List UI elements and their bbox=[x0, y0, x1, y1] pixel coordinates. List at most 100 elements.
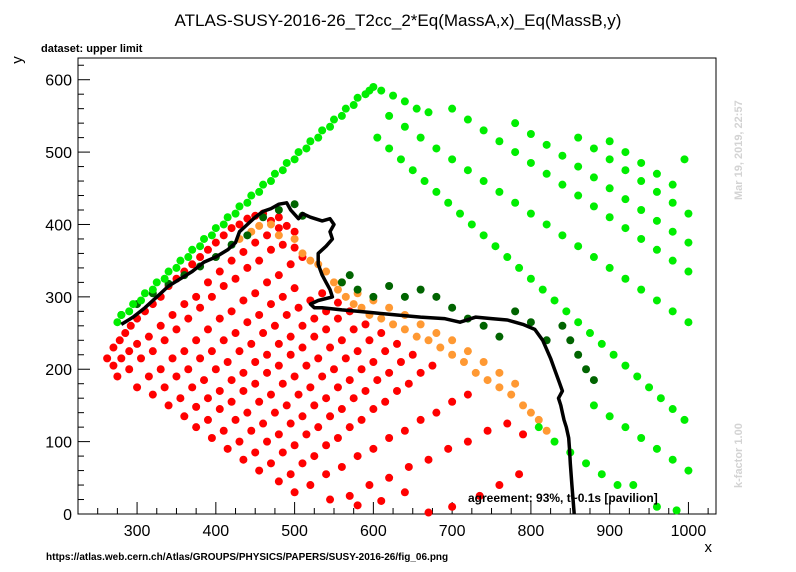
data-point-orange bbox=[448, 350, 457, 359]
data-point-red bbox=[318, 289, 327, 298]
data-point-red bbox=[126, 321, 135, 330]
data-point-green bbox=[448, 155, 457, 164]
data-point-green bbox=[266, 177, 275, 186]
data-point-red bbox=[286, 419, 295, 428]
data-point-green bbox=[652, 216, 661, 225]
data-point-red bbox=[463, 390, 472, 399]
data-point-red bbox=[148, 390, 157, 399]
data-point-orange bbox=[322, 267, 331, 276]
data-point-red bbox=[133, 383, 142, 392]
data-point-red bbox=[274, 339, 283, 348]
data-point-red bbox=[263, 278, 272, 287]
data-point-green bbox=[668, 307, 677, 316]
data-point-green bbox=[318, 126, 327, 135]
data-point-green bbox=[526, 209, 535, 218]
x-tick-label: 400 bbox=[202, 523, 229, 540]
data-point-green bbox=[609, 350, 618, 359]
data-point-red bbox=[416, 415, 425, 424]
data-point-green bbox=[129, 300, 138, 309]
data-point-green bbox=[137, 296, 146, 305]
data-point-red bbox=[298, 321, 307, 330]
data-point-green bbox=[255, 187, 264, 196]
data-point-green bbox=[605, 412, 614, 421]
data-point-orange bbox=[519, 401, 528, 410]
data-point-red bbox=[385, 368, 394, 377]
data-point-red bbox=[207, 347, 216, 356]
data-point-green bbox=[542, 220, 551, 229]
data-point-red bbox=[322, 394, 331, 403]
data-point-red bbox=[333, 434, 342, 442]
data-point-darkgreen bbox=[337, 278, 346, 287]
data-point-orange bbox=[436, 343, 445, 352]
data-point-green bbox=[412, 104, 421, 113]
data-point-red bbox=[278, 448, 287, 457]
data-point-green bbox=[558, 151, 567, 160]
data-point-red bbox=[239, 386, 248, 395]
data-point-red bbox=[113, 372, 122, 381]
data-point-red bbox=[192, 292, 201, 301]
data-point-red bbox=[251, 358, 260, 366]
data-point-green bbox=[113, 318, 122, 327]
data-point-green bbox=[377, 86, 386, 95]
data-point-red bbox=[333, 383, 342, 392]
data-point-red bbox=[266, 300, 275, 309]
data-point-green bbox=[511, 198, 520, 207]
data-point-red bbox=[266, 245, 275, 254]
data-point-green bbox=[290, 155, 299, 164]
data-point-red bbox=[239, 368, 248, 377]
data-point-green bbox=[605, 155, 614, 164]
data-point-green bbox=[125, 307, 134, 316]
data-point-red bbox=[227, 256, 236, 265]
data-point-red bbox=[318, 372, 327, 381]
data-point-green bbox=[329, 115, 338, 124]
data-point-red bbox=[357, 365, 366, 374]
data-point-red bbox=[239, 247, 248, 256]
data-point-green bbox=[302, 144, 311, 153]
data-point-red bbox=[196, 303, 205, 312]
data-point-orange bbox=[432, 329, 441, 338]
data-point-red bbox=[361, 320, 370, 329]
data-point-green bbox=[621, 166, 630, 175]
data-point-red bbox=[121, 329, 130, 338]
data-point-red bbox=[184, 314, 193, 323]
data-point-red bbox=[310, 401, 319, 410]
data-point-green bbox=[511, 119, 520, 128]
data-point-orange bbox=[495, 383, 504, 392]
x-tick-label: 1000 bbox=[671, 523, 707, 540]
x-axis: 300 400 500 600 700 800 900 1000 bbox=[97, 502, 709, 540]
data-point-red bbox=[235, 220, 244, 229]
y-tick-label: 300 bbox=[45, 290, 72, 307]
dataset-subtitle: dataset: upper limit bbox=[41, 43, 143, 55]
data-point-red bbox=[278, 292, 287, 301]
data-point-darkgreen bbox=[432, 292, 441, 301]
data-point-green bbox=[652, 169, 661, 178]
data-point-red bbox=[357, 415, 366, 424]
data-point-green bbox=[479, 177, 488, 186]
data-point-red bbox=[109, 361, 118, 370]
data-point-green bbox=[389, 91, 398, 100]
data-point-green bbox=[562, 307, 571, 316]
data-point-red bbox=[184, 365, 193, 374]
data-point-red bbox=[259, 329, 268, 338]
data-point-red bbox=[109, 343, 118, 352]
data-point-green bbox=[637, 234, 646, 243]
data-point-red bbox=[203, 278, 212, 287]
y-tick-label: 600 bbox=[45, 73, 72, 90]
data-point-darkgreen bbox=[479, 321, 488, 330]
data-point-green bbox=[223, 213, 232, 222]
data-point-green bbox=[589, 173, 598, 182]
data-point-green bbox=[680, 155, 689, 164]
data-point-green bbox=[160, 274, 169, 283]
data-point-green bbox=[172, 263, 181, 272]
data-point-red bbox=[207, 434, 216, 442]
data-point-red bbox=[203, 245, 212, 254]
data-point-red bbox=[180, 412, 189, 421]
data-point-green bbox=[629, 481, 638, 490]
data-point-green bbox=[652, 187, 661, 196]
data-point-red bbox=[168, 354, 177, 363]
data-point-red bbox=[286, 260, 295, 269]
data-point-green bbox=[365, 86, 374, 95]
data-point-red bbox=[160, 336, 169, 345]
data-point-red bbox=[424, 455, 433, 464]
data-point-red bbox=[148, 347, 157, 356]
